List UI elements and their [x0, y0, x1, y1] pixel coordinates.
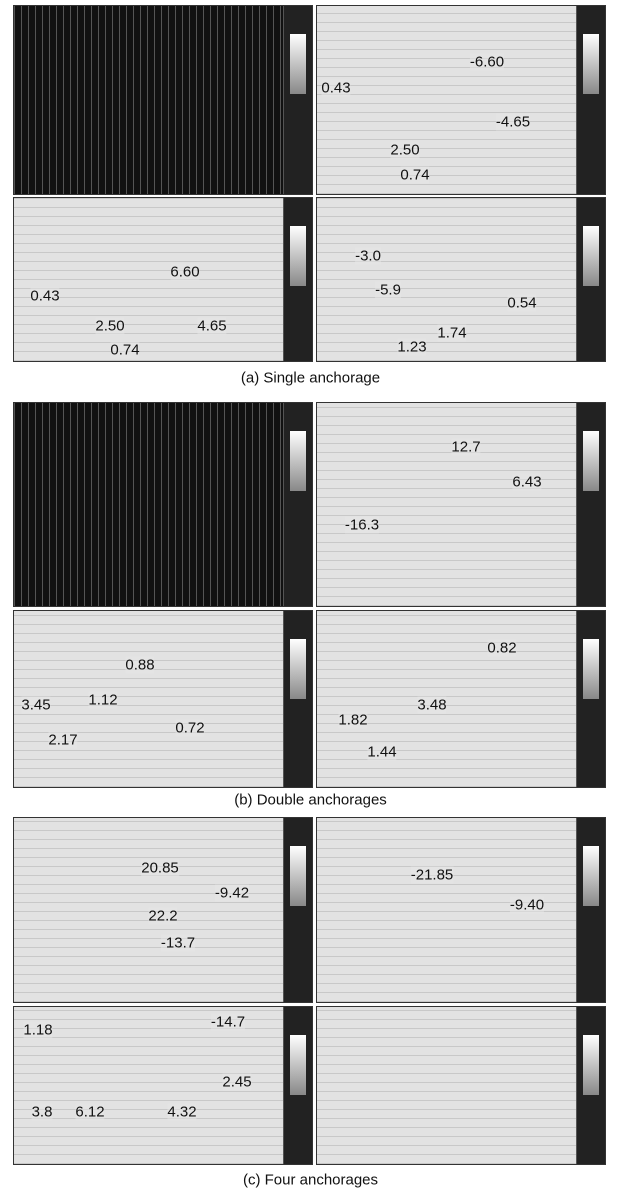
stress-value: 6.43: [512, 474, 541, 491]
result-panel: [13, 1006, 313, 1165]
stress-value: 2.50: [95, 318, 124, 335]
stress-value: 0.54: [507, 295, 536, 312]
stress-value: -14.7: [211, 1014, 245, 1031]
legend-strip: [283, 1007, 312, 1164]
stress-value: 6.60: [170, 264, 199, 281]
stress-value: 1.82: [338, 712, 367, 729]
stress-value: 0.72: [175, 720, 204, 737]
stress-value: -3.0: [355, 248, 381, 265]
stress-value: -9.42: [215, 885, 249, 902]
stress-value: -16.3: [345, 517, 379, 534]
legend-strip: [283, 198, 312, 361]
legend-strip: [576, 6, 605, 194]
stress-value: 20.85: [141, 860, 179, 877]
result-panel: [316, 402, 606, 607]
stress-value: -9.40: [510, 897, 544, 914]
stress-value: 2.45: [222, 1074, 251, 1091]
result-panel: [316, 1006, 606, 1165]
stress-value: 2.17: [48, 732, 77, 749]
stress-value: 0.43: [30, 288, 59, 305]
figure-caption: (b) Double anchorages: [0, 792, 621, 809]
stress-value: 1.74: [437, 325, 466, 342]
figure-caption: (c) Four anchorages: [0, 1172, 621, 1189]
stress-value: -13.7: [161, 935, 195, 952]
result-panel: [316, 610, 606, 788]
stress-value: 0.88: [125, 657, 154, 674]
stress-value: 0.43: [321, 80, 350, 97]
legend-strip: [283, 611, 312, 787]
stress-value: 1.23: [397, 339, 426, 356]
stress-value: 4.65: [197, 318, 226, 335]
stress-value: 22.2: [148, 908, 177, 925]
stress-value: 3.8: [32, 1104, 53, 1121]
figure: -6.60 0.43 -4.65 2.50 0.74 6.60 0.43 4.65 2.50 0.…: [0, 0, 621, 1193]
stress-value: 2.50: [390, 142, 419, 159]
stress-value: -5.9: [375, 282, 401, 299]
stress-value: -6.60: [470, 54, 504, 71]
legend-strip: [576, 818, 605, 1002]
stress-value: 3.48: [417, 697, 446, 714]
stress-value: 1.18: [23, 1022, 52, 1039]
result-panel: [13, 402, 313, 607]
legend-strip: [576, 611, 605, 787]
legend-strip: [283, 403, 312, 606]
stress-value: 1.12: [88, 692, 117, 709]
result-panel: [13, 5, 313, 195]
figure-caption: (a) Single anchorage: [0, 370, 621, 387]
legend-strip: [283, 818, 312, 1002]
legend-strip: [283, 6, 312, 194]
stress-value: 0.82: [487, 640, 516, 657]
stress-value: 1.44: [367, 744, 396, 761]
stress-value: 0.74: [110, 342, 139, 359]
legend-strip: [576, 198, 605, 361]
result-panel: [316, 817, 606, 1003]
result-panel: [13, 197, 313, 362]
stress-value: 12.7: [451, 439, 480, 456]
stress-value: -21.85: [411, 867, 454, 884]
legend-strip: [576, 403, 605, 606]
result-panel: [316, 5, 606, 195]
stress-value: 0.74: [400, 167, 429, 184]
stress-value: 4.32: [167, 1104, 196, 1121]
legend-strip: [576, 1007, 605, 1164]
stress-value: 3.45: [21, 697, 50, 714]
stress-value: -4.65: [496, 114, 530, 131]
stress-value: 6.12: [75, 1104, 104, 1121]
result-panel: [13, 610, 313, 788]
